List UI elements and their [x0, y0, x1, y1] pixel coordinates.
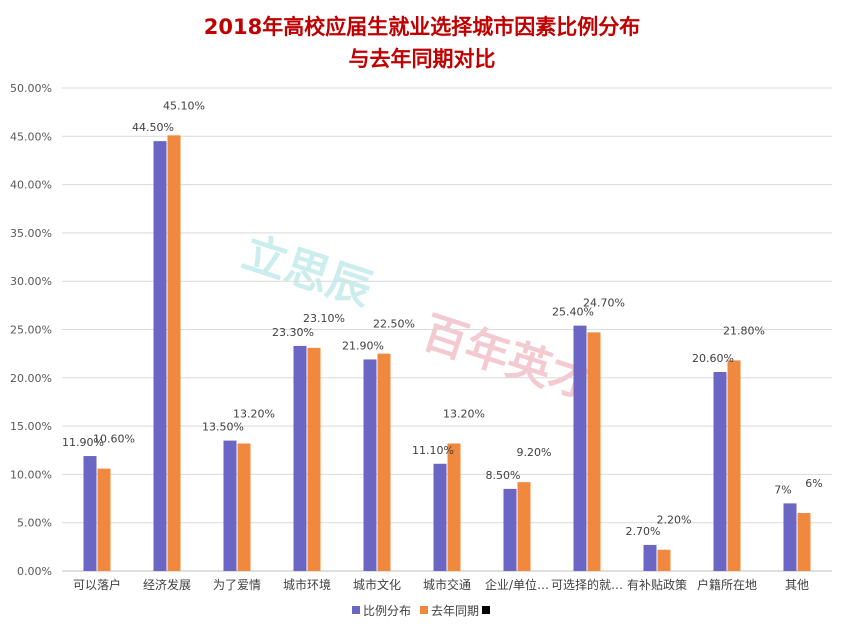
data-label: 22.50% — [373, 318, 415, 331]
y-tick-label: 40.00% — [10, 179, 52, 192]
watermark-text-2: 百年英才 — [417, 307, 600, 410]
x-tick-label: 有补贴政策 — [627, 578, 687, 592]
x-tick-label: 城市环境 — [283, 577, 331, 592]
bar-last-year — [447, 443, 461, 571]
bar-last-year — [797, 513, 811, 571]
x-tick-label: 户籍所在地 — [697, 577, 757, 592]
grid-layer — [62, 87, 832, 572]
legend-label: 去年同期 — [431, 604, 479, 618]
data-label: 10.60% — [93, 433, 135, 446]
bar-current — [643, 544, 657, 571]
bar-current — [153, 141, 167, 571]
data-label: 11.10% — [412, 444, 454, 457]
bar-current — [713, 372, 727, 571]
legend: 比例分布 去年同期 — [352, 604, 490, 618]
y-tick-label: 20.00% — [10, 372, 52, 385]
legend-swatch — [352, 606, 360, 614]
data-label: 13.20% — [443, 407, 485, 420]
data-label: 45.10% — [163, 99, 205, 112]
chart-title-line2: 与去年同期对比 — [349, 47, 496, 71]
y-tick-label: 35.00% — [10, 227, 52, 240]
x-tick-label: 城市交通 — [423, 577, 471, 592]
data-label: 21.90% — [342, 339, 384, 352]
bar-last-year — [307, 347, 321, 571]
bar-last-year — [237, 443, 251, 571]
bar-last-year — [517, 482, 531, 571]
bar-current — [293, 345, 307, 571]
bar-current — [363, 359, 377, 571]
data-label: 8.50% — [486, 469, 521, 482]
bar-current — [223, 440, 237, 571]
x-tick-label: 其他 — [785, 578, 809, 592]
bar-current — [83, 456, 97, 571]
watermark-text-1: 立思辰 — [237, 227, 378, 316]
bar-current — [573, 325, 587, 571]
data-label: 23.10% — [303, 312, 345, 325]
data-label: 7% — [774, 483, 791, 496]
y-tick-label: 0.00% — [17, 565, 52, 578]
data-label: 6% — [805, 477, 822, 490]
x-tick-label: 可以落户 — [73, 577, 121, 592]
data-labels-layer: 11.90%10.60%44.50%45.10%13.50%13.20%23.3… — [62, 99, 823, 538]
data-label: 21.80% — [723, 324, 765, 337]
y-tick-label: 30.00% — [10, 275, 52, 288]
x-tick-label: 为了爱情 — [213, 578, 261, 592]
y-tick-label: 5.00% — [17, 517, 52, 530]
bar-last-year — [587, 332, 601, 571]
bar-last-year — [377, 353, 391, 571]
bar-current — [783, 503, 797, 571]
data-label: 9.20% — [517, 446, 552, 459]
data-label: 20.60% — [692, 352, 734, 365]
data-label: 23.30% — [272, 326, 314, 339]
bars-layer — [83, 135, 811, 572]
y-tick-label: 25.00% — [10, 324, 52, 337]
y-tick-label: 15.00% — [10, 420, 52, 433]
data-label: 44.50% — [132, 121, 174, 134]
y-tick-label: 50.00% — [10, 82, 52, 95]
data-label: 13.50% — [202, 421, 244, 434]
legend-extra-swatch — [482, 606, 490, 614]
bar-last-year — [727, 360, 741, 571]
x-tick-label: 企业/单位… — [485, 577, 549, 592]
legend-label: 比例分布 — [363, 604, 411, 618]
y-axis: 0.00% 5.00% 10.00% 15.00% 20.00% 25.00% 30.00%… — [10, 82, 52, 578]
y-tick-label: 10.00% — [10, 468, 52, 481]
chart-title-line1: 2018年高校应届生就业选择城市因素比例分布 — [204, 15, 640, 39]
x-tick-label: 经济发展 — [143, 577, 191, 592]
x-axis: 可以落户 经济发展 为了爱情 城市环境 城市文化 城市交通 企业/单位… 可选择的就… 有补贴政… — [73, 577, 809, 592]
bar-current — [433, 463, 447, 571]
data-label: 2.70% — [626, 525, 661, 538]
data-label: 25.40% — [552, 306, 594, 319]
data-label: 2.20% — [657, 514, 692, 527]
bar-last-year — [167, 135, 181, 572]
bar-last-year — [97, 468, 111, 571]
bar-last-year — [657, 549, 671, 571]
data-label: 11.90% — [62, 436, 104, 449]
data-label: 24.70% — [583, 296, 625, 309]
x-tick-label: 城市文化 — [353, 577, 401, 592]
x-tick-label: 可选择的就… — [551, 577, 623, 592]
bar-current — [503, 488, 517, 571]
y-tick-label: 45.00% — [10, 130, 52, 143]
legend-swatch — [420, 606, 428, 614]
data-label: 13.20% — [233, 407, 275, 420]
